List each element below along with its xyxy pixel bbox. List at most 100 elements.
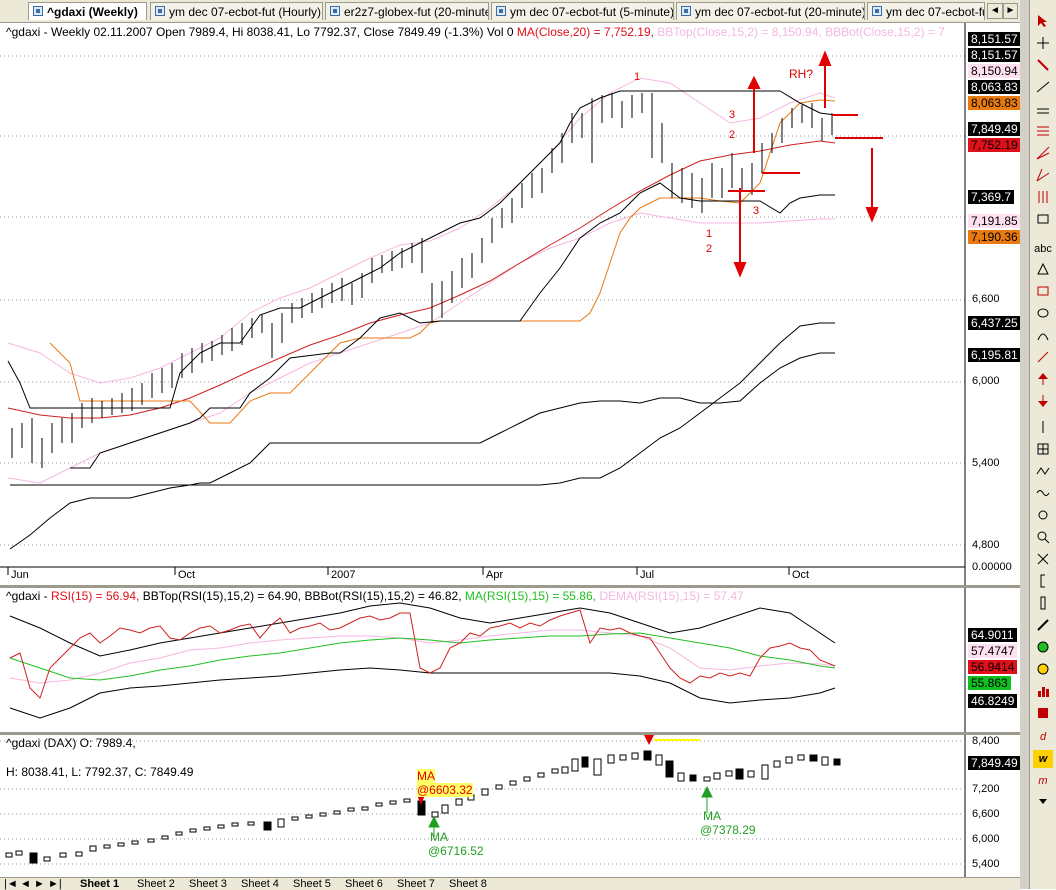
ma-signal-label: MA	[430, 830, 448, 844]
tab-gdaxi-weekly[interactable]: ^gdaxi (Weekly)	[28, 2, 147, 20]
pane-splitter[interactable]	[0, 585, 1020, 588]
pencil-icon[interactable]	[1033, 618, 1053, 636]
arc-icon[interactable]	[1033, 328, 1053, 346]
tab-scroll-right-button[interactable]: ►	[1003, 3, 1018, 19]
bbtop-readout: BBTop(Close,15,2) = 8,150.94,	[657, 25, 822, 39]
drawing-toolbar: abc d w m	[1029, 0, 1056, 889]
date-label: Apr	[486, 569, 504, 581]
dax-pane[interactable]: ^gdaxi (DAX) O: 7989.4, H: 8038.41, L: 7…	[0, 735, 1020, 877]
chart-icon	[155, 6, 165, 16]
text-box-icon[interactable]	[1033, 212, 1053, 230]
rsi-value-box: 55.863	[968, 676, 1011, 690]
sheet-tab-1[interactable]: Sheet 1	[80, 878, 120, 890]
tab-ym-5min[interactable]: ym dec 07-ecbot-fut (5-minute)	[491, 2, 674, 20]
crosshair-icon[interactable]	[1033, 36, 1053, 54]
pane-splitter[interactable]	[0, 732, 1020, 735]
arrow-up-icon[interactable]	[1033, 372, 1053, 390]
grid-icon[interactable]	[1033, 442, 1053, 460]
price-box: 8,151.57	[968, 32, 1020, 46]
line-tool-icon[interactable]	[1033, 80, 1053, 98]
rsi-pane-title: ^gdaxi - RSI(15) = 56.94, BBTop(RSI(15),…	[6, 589, 744, 603]
green-ball-icon[interactable]	[1033, 640, 1053, 658]
hand-icon[interactable]	[1033, 508, 1053, 526]
bbtop-line	[7, 77, 836, 384]
sheet-tab-2[interactable]: Sheet 2	[137, 878, 175, 890]
sheet-tab-6[interactable]: Sheet 6	[345, 878, 383, 890]
sell-signal-arrow	[417, 795, 425, 805]
cycle-lines-icon[interactable]	[1033, 190, 1053, 208]
price-box: 6,437.25	[968, 316, 1020, 330]
lower-channel-line	[70, 182, 835, 469]
date-label: 2007	[331, 569, 356, 581]
vertical-line-icon[interactable]	[1033, 420, 1053, 438]
price-pane-title: ^gdaxi - Weekly 02.11.2007 Open 7989.4, …	[6, 25, 945, 39]
axis-label-5400: 5,400	[972, 457, 1000, 469]
sheet-last-button[interactable]: ►|	[48, 878, 62, 890]
zoom-icon[interactable]	[1033, 530, 1053, 548]
scroll-down-icon[interactable]	[1033, 794, 1053, 812]
text-tool-icon[interactable]	[1033, 58, 1053, 76]
letter-m-icon[interactable]: m	[1038, 775, 1048, 787]
axis-label: 7,200	[972, 783, 1000, 795]
tab-label: ym dec 07-ecbot-fut (20-minute)	[695, 5, 865, 19]
tab-ym-hourly[interactable]: ym dec 07-ecbot-fut (Hourly)	[150, 2, 323, 20]
dax-pane-title: ^gdaxi (DAX) O: 7989.4,	[6, 736, 136, 750]
rsi-bbtop-line	[9, 602, 836, 657]
speed-lines-icon[interactable]	[1033, 146, 1053, 164]
ma-signal-label: MA	[417, 769, 435, 783]
channel-tool-icon[interactable]	[1033, 102, 1053, 120]
sheet-tab-3[interactable]: Sheet 3	[189, 878, 227, 890]
sheet-tab-8[interactable]: Sheet 8	[449, 878, 487, 890]
tab-er2z7-20min[interactable]: er2z7-globex-fut (20-minute)	[325, 2, 489, 20]
date-label: Oct	[178, 569, 196, 581]
price-pane[interactable]: ^gdaxi - Weekly 02.11.2007 Open 7989.4, …	[0, 23, 1020, 585]
delete-icon[interactable]	[1033, 552, 1053, 570]
chart-icon	[330, 6, 340, 16]
sheet-tab-7[interactable]: Sheet 7	[397, 878, 435, 890]
abc-text-icon[interactable]: abc	[1034, 243, 1052, 255]
smiley-icon[interactable]	[1033, 662, 1053, 680]
axis-label: 5,400	[972, 858, 1000, 870]
stop-icon[interactable]	[1033, 706, 1053, 724]
tab-scroll-left-button[interactable]: ◄	[987, 3, 1003, 19]
lower-channel2-line	[10, 322, 835, 486]
date-label: Oct	[792, 569, 810, 581]
chart-icon	[681, 6, 691, 16]
rsi-value-box: 64.9011	[968, 628, 1017, 642]
wave-3b-label: 3	[753, 205, 760, 217]
ellipse-icon[interactable]	[1033, 306, 1053, 324]
arrow-down-icon[interactable]	[1033, 394, 1053, 412]
sheet-tab-4[interactable]: Sheet 4	[241, 878, 279, 890]
price-box: 8,063.83	[968, 96, 1020, 110]
axis-label: 6,000	[972, 833, 1000, 845]
rsi-pane[interactable]: ^gdaxi - RSI(15) = 56.94, BBTop(RSI(15),…	[0, 588, 1020, 732]
vertical-bar-icon[interactable]	[1033, 596, 1053, 614]
bracket-icon[interactable]	[1033, 574, 1053, 592]
zigzag-icon[interactable]	[1033, 464, 1053, 482]
letter-d-icon[interactable]: d	[1039, 731, 1047, 743]
wave-1b-label: 1	[706, 228, 713, 240]
fibonacci-icon[interactable]	[1033, 124, 1053, 142]
sheet-first-button[interactable]: |◄	[4, 878, 18, 890]
rectangle-icon[interactable]	[1033, 284, 1053, 302]
sheet-next-button[interactable]: ►	[34, 878, 45, 890]
tab-ym-20min[interactable]: ym dec 07-ecbot-fut (20-minute)	[676, 2, 865, 20]
triangle-icon[interactable]	[1033, 262, 1053, 280]
sell-signal-arrow	[644, 735, 654, 745]
ma-line	[7, 140, 836, 419]
tab-ym-partial[interactable]: ym dec 07-ecbot-fu	[867, 2, 985, 20]
sheet-tab-5[interactable]: Sheet 5	[293, 878, 331, 890]
wave-icon[interactable]	[1033, 486, 1053, 504]
arrow-diag-icon[interactable]	[1033, 350, 1053, 368]
wave-2b-label: 2	[706, 243, 713, 255]
vertical-scrollbar[interactable]	[1020, 0, 1029, 889]
letter-w-icon[interactable]: w	[1033, 750, 1053, 768]
rsi-value-box: 46.8249	[968, 694, 1018, 708]
arrow-cursor-icon[interactable]	[1033, 14, 1053, 32]
chart-tab-bar: ^gdaxi (Weekly) ym dec 07-ecbot-fut (Hou…	[0, 0, 1020, 23]
price-summary: ^gdaxi - Weekly 02.11.2007 Open 7989.4, …	[6, 25, 514, 39]
bar-chart-icon[interactable]	[1033, 684, 1053, 702]
sheet-prev-button[interactable]: ◄	[20, 878, 31, 890]
gann-fan-icon[interactable]	[1033, 168, 1053, 186]
rsi-dema-readout: DEMA(RSI(15),15) = 57.47	[599, 589, 744, 603]
